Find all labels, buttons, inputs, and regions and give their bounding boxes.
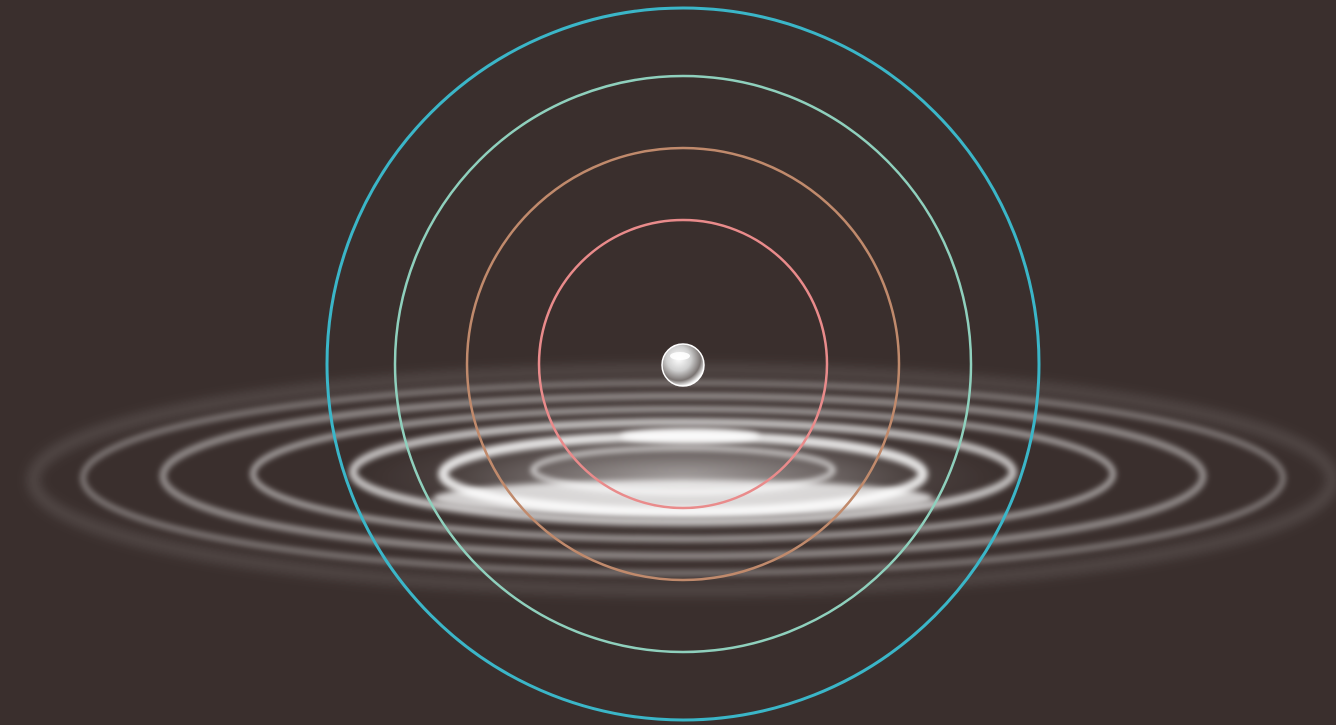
third-ring: [465, 146, 901, 582]
outer-ring: [325, 6, 1041, 722]
water-droplet: [661, 343, 705, 387]
water-ripples: [29, 366, 1336, 594]
droplet-body: [661, 343, 705, 387]
ripple-wave: [349, 418, 1017, 526]
second-ring: [393, 74, 973, 654]
concentric-rings: [325, 6, 1041, 722]
ripple-wave: [159, 392, 1207, 560]
inner-ring: [537, 218, 829, 510]
droplet-highlight: [670, 352, 690, 360]
ripple-highlight: [433, 480, 933, 516]
ripple-wave: [250, 406, 1116, 542]
ripple-highlight: [620, 428, 760, 444]
